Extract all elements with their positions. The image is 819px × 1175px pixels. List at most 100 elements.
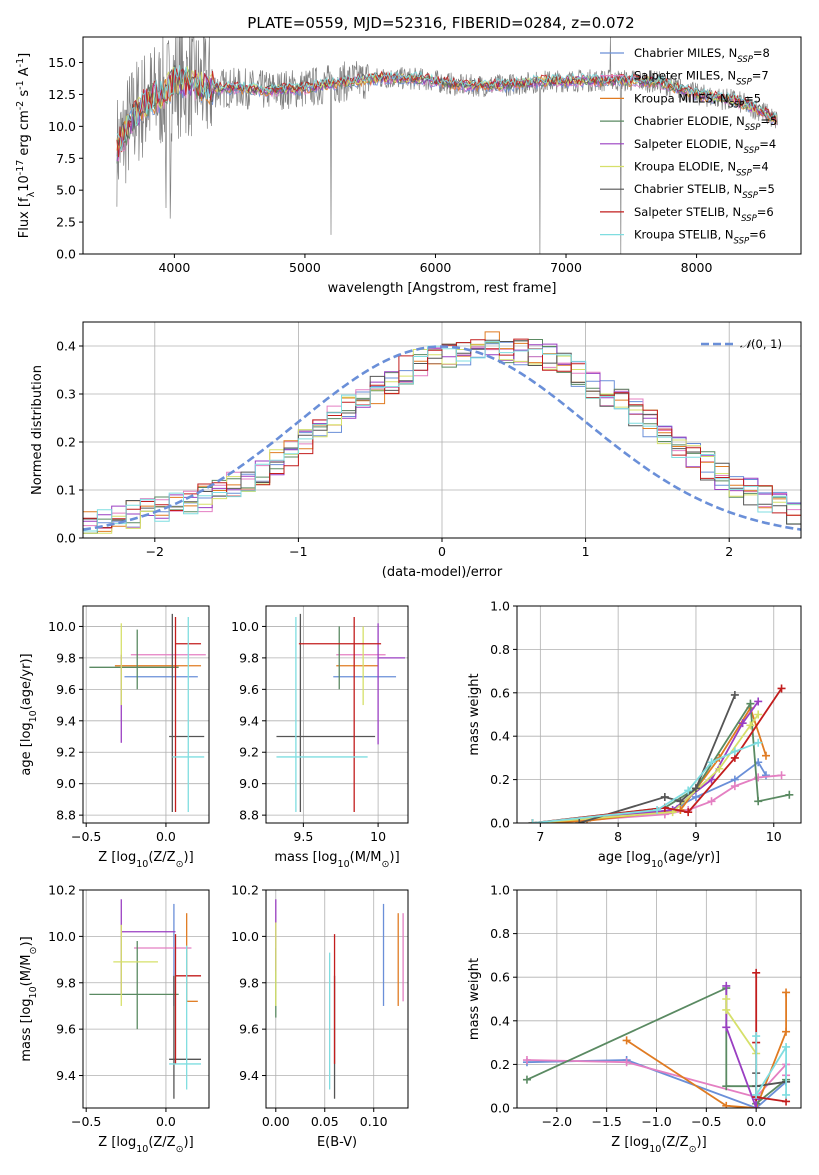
- y-tick-label: 10.0: [48, 119, 76, 134]
- y-axis-label: Normed distribution: [30, 365, 45, 495]
- y-axis-label: mass [log10(M/M⊙)]: [19, 936, 39, 1061]
- mass-weight-line: [532, 713, 759, 823]
- residuals-axes: −2 −1 0 1 2 0.0 0.1 0.2 0.3 0.4 (data-model)/error…: [30, 321, 802, 580]
- y-tick-label: 9.8: [239, 650, 259, 665]
- y-tick-label: 5.0: [56, 183, 76, 198]
- mass-weight-line: [532, 741, 759, 823]
- y-tick-label: 1.0: [490, 883, 510, 898]
- residuals-frame: [82, 321, 802, 539]
- mass-weight-point: [722, 981, 731, 990]
- mass-weight-point: [730, 782, 739, 791]
- age-vs-Z-frame: [82, 605, 210, 824]
- mass-weight-point: [754, 797, 763, 806]
- mass-weight-point: [522, 1075, 531, 1084]
- residual-legend: 𝒩(0, 1): [701, 337, 782, 351]
- x-tick-label: 0: [438, 544, 446, 559]
- x-tick-label: 9.5: [293, 829, 313, 844]
- age-vs-mass-axes: 9.5 10 8.8 9.0 9.2 9.4 9.6 9.8 10.0 mass [log10(M…: [231, 605, 409, 870]
- normal-distribution-line: [83, 345, 801, 531]
- mass-weight-point: [782, 1027, 791, 1036]
- mass-weight-line: [725, 999, 757, 1055]
- x-axis-label: Z [log10(Z/Z⊙)]: [611, 1135, 706, 1155]
- mass-weight-point: [715, 764, 724, 773]
- x-tick-label: 0.05: [311, 1114, 339, 1129]
- x-axis-label: Z [log10(Z/Z⊙)]: [98, 1135, 193, 1155]
- x-tick-label: −0.5: [71, 829, 101, 844]
- mass-weight-vs-age-frame: [516, 605, 802, 824]
- mass-weight-point: [653, 805, 662, 814]
- legend-entry-label: Kroupa STELIB, NSSP=6: [634, 228, 766, 247]
- mass-weight-point: [752, 1090, 761, 1099]
- mass-weight-point: [722, 1023, 731, 1032]
- model-spectrum-line: [116, 64, 777, 151]
- x-tick-label: 10: [766, 829, 782, 844]
- spectrum-plot-area: [116, 37, 778, 254]
- y-tick-label: 0.0: [490, 1101, 510, 1116]
- mass-weight-point: [707, 797, 716, 806]
- mass-weight-point: [660, 792, 669, 801]
- residual-histogram-line: [83, 341, 801, 534]
- mass-weight-vs-Z-axes: −2.0 −1.5 −1.0 −0.5 0.0 0.0 0.2 0.4 0.6 0.8 1.0 Z […: [467, 883, 802, 1155]
- mass-vs-EBV-axes: 0.00 0.05 0.10 9.4 9.6 9.8 10.0 10.2 E(B-V): [231, 883, 409, 1150]
- x-tick-label: 4000: [158, 260, 190, 275]
- y-tick-label: 0.4: [490, 1013, 510, 1028]
- x-axis-label: E(B-V): [317, 1135, 357, 1150]
- mass-weight-point: [730, 690, 739, 699]
- y-tick-label: 9.6: [56, 1022, 76, 1037]
- y-tick-label: 2.5: [56, 215, 76, 230]
- y-tick-label: 10.0: [231, 929, 259, 944]
- mass-weight-point: [722, 1082, 731, 1091]
- mass-vs-Z-frame: [82, 889, 210, 1109]
- legend-entry-label: Kroupa MILES, NSSP=5: [634, 91, 761, 110]
- mass-weight-point: [754, 710, 763, 719]
- x-tick-label: 0.10: [360, 1114, 388, 1129]
- residuals-plot-area: [83, 331, 801, 534]
- x-tick-label: 7000: [550, 260, 582, 275]
- y-tick-label: 10.0: [48, 619, 76, 634]
- mass-weight-point: [622, 1036, 631, 1045]
- x-tick-label: −2: [146, 544, 164, 559]
- legend-entry-label: Salpeter ELODIE, NSSP=4: [634, 137, 776, 156]
- mass-weight-line: [526, 986, 787, 1106]
- age-vs-Z-plot-area: [89, 613, 206, 812]
- mass-weight-point: [782, 988, 791, 997]
- mass-weight-point: [575, 819, 584, 823]
- y-tick-label: 0.0: [490, 816, 510, 831]
- y-tick-label: 9.4: [56, 713, 76, 728]
- y-tick-label: 9.0: [239, 776, 259, 791]
- mass-weight-point: [754, 738, 763, 747]
- mass-weight-point: [752, 968, 761, 977]
- legend-entry-label: Salpeter STELIB, NSSP=6: [634, 205, 774, 224]
- x-axis-label: age [log10(age/yr)]: [598, 850, 720, 870]
- y-tick-label: 0.0: [56, 247, 76, 262]
- y-tick-label: 7.5: [56, 151, 76, 166]
- y-tick-label: 10.0: [231, 619, 259, 634]
- x-tick-label: 0.0: [746, 1114, 766, 1129]
- x-tick-label: 8: [614, 829, 622, 844]
- legend-entry-label: Salpeter MILES, NSSP=7: [634, 69, 769, 88]
- y-tick-label: 10.0: [48, 929, 76, 944]
- mass-weight-point: [707, 758, 716, 767]
- y-tick-label: 0.4: [56, 339, 76, 354]
- y-tick-label: 8.8: [56, 808, 76, 823]
- legend-entry-label: Kroupa ELODIE, NSSP=4: [634, 160, 769, 179]
- mass-weight-point: [752, 1104, 761, 1108]
- y-tick-label: 0.2: [56, 435, 76, 450]
- x-tick-label: 6000: [420, 260, 452, 275]
- legend-entry-label: Chabrier MILES, NSSP=8: [634, 46, 770, 65]
- y-tick-label: 15.0: [48, 55, 76, 70]
- mass-vs-EBV-frame: [265, 889, 409, 1109]
- mass-weight-vs-Z-frame: [516, 889, 802, 1109]
- x-tick-label: 2: [725, 544, 733, 559]
- mass-weight-point: [676, 797, 685, 806]
- legend-entry-label: Chabrier STELIB, NSSP=5: [634, 182, 775, 201]
- mass-weight-vs-age-plot-area: [528, 684, 794, 823]
- legend-entry-label: Chabrier ELODIE, NSSP=5: [634, 114, 777, 133]
- mass-weight-line: [532, 687, 783, 823]
- y-tick-label: 9.6: [56, 682, 76, 697]
- x-axis-label: wavelength [Angstrom, rest frame]: [328, 281, 557, 296]
- x-tick-label: 9: [692, 829, 700, 844]
- y-tick-label: 0.6: [490, 970, 510, 985]
- mass-weight-point: [761, 751, 770, 760]
- age-vs-mass-plot-area: [276, 613, 406, 812]
